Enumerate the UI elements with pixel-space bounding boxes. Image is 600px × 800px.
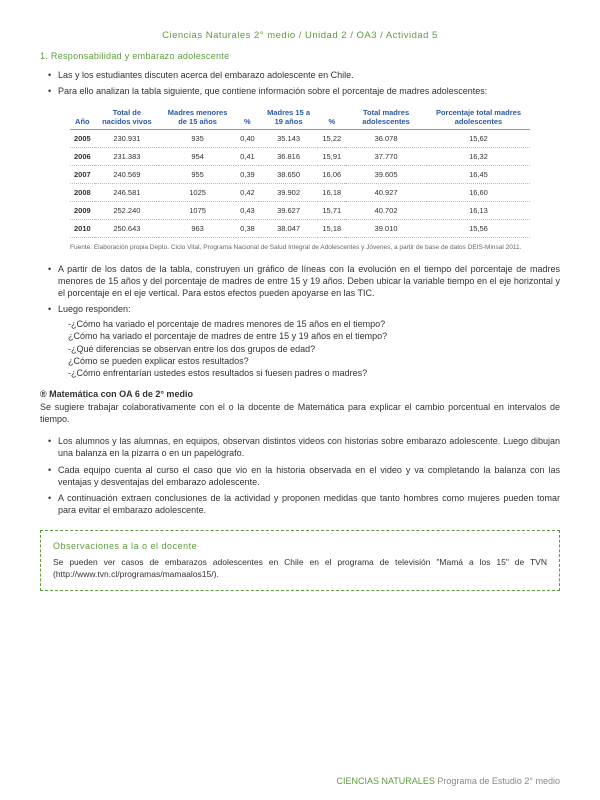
th-total-ado: Total madres adolescentes	[345, 105, 427, 130]
table-row: 2007240.5699550,3938.65016,0639.60516,45	[70, 166, 530, 184]
intro-bullet-2: Para ello analizan la tabla siguiente, q…	[58, 85, 560, 97]
footer-rest: Programa de Estudio 2° medio	[435, 776, 560, 786]
th-pct1: %	[236, 105, 259, 130]
th-year: Año	[70, 105, 95, 130]
section-heading-1: 1. Responsabilidad y embarazo adolescent…	[40, 51, 560, 61]
after-bullet-2-text: Luego responden:	[58, 304, 131, 314]
table-body: 2005230.9319350,4035.14315,2236.07815,62…	[70, 130, 530, 238]
observations-box: Observaciones a la o el docente Se puede…	[40, 530, 560, 591]
observations-title: Observaciones a la o el docente	[53, 541, 547, 551]
th-15-19: Madres 15 a 19 años	[259, 105, 319, 130]
part2-bullet-3: A continuación extraen conclusiones de l…	[58, 492, 560, 516]
question-5: -¿Cómo enfrentarían ustedes estos result…	[68, 367, 560, 379]
question-4: ¿Cómo se pueden explicar estos resultado…	[68, 355, 560, 367]
table-row: 2005230.9319350,4035.14315,2236.07815,62	[70, 130, 530, 148]
intro-bullet-1: Las y los estudiantes discuten acerca de…	[58, 69, 560, 81]
after-table-bullets: A partir de los datos de la tabla, const…	[40, 263, 560, 379]
question-1: -¿Cómo ha variado el porcentaje de madre…	[68, 318, 560, 330]
part2-bullet-2: Cada equipo cuenta al curso el caso que …	[58, 464, 560, 488]
th-pct-total: Porcentaje total madres adolescentes	[427, 105, 530, 130]
th-total: Total de nacidos vivos	[95, 105, 159, 130]
page-title: Ciencias Naturales 2° medio / Unidad 2 /…	[40, 30, 560, 41]
data-table: Año Total de nacidos vivos Madres menore…	[70, 105, 530, 238]
table-source: Fuente: Elaboración propia Depto. Ciclo …	[70, 244, 530, 252]
table-row: 2008246.58110250,4239.90216,1840.92716,6…	[70, 184, 530, 202]
after-bullet-1: A partir de los datos de la tabla, const…	[58, 263, 560, 299]
part2-bullets: Los alumnos y las alumnas, en equipos, o…	[40, 435, 560, 516]
observations-text: Se pueden ver casos de embarazos adolesc…	[53, 557, 547, 580]
page-footer: CIENCIAS NATURALES Programa de Estudio 2…	[336, 776, 560, 786]
cross-title: ® Matemática con OA 6 de 2° medio	[40, 389, 560, 399]
th-under15: Madres menores de 15 años	[159, 105, 236, 130]
table-row: 2006231.3839540,4136.81615,9137.77016,32	[70, 148, 530, 166]
cross-text: Se sugiere trabajar colaborativamente co…	[40, 401, 560, 425]
questions-list: -¿Cómo ha variado el porcentaje de madre…	[58, 318, 560, 379]
table-header-row: Año Total de nacidos vivos Madres menore…	[70, 105, 530, 130]
cross-curricular: ® Matemática con OA 6 de 2° medio Se sug…	[40, 389, 560, 425]
after-bullet-2: Luego responden: -¿Cómo ha variado el po…	[58, 303, 560, 379]
question-2: ¿Cómo ha variado el porcentaje de madres…	[68, 330, 560, 342]
part2-bullet-1: Los alumnos y las alumnas, en equipos, o…	[58, 435, 560, 459]
question-3: -¿Qué diferencias se observan entre los …	[68, 343, 560, 355]
intro-bullets: Las y los estudiantes discuten acerca de…	[40, 69, 560, 97]
th-pct2: %	[318, 105, 345, 130]
data-table-wrap: Año Total de nacidos vivos Madres menore…	[70, 105, 560, 238]
footer-subject: CIENCIAS NATURALES	[336, 776, 434, 786]
table-row: 2009252.24010750,4339.62715,7140.70216,1…	[70, 202, 530, 220]
table-row: 2010250.6439630,3838.04715,1839.01015,56	[70, 220, 530, 238]
